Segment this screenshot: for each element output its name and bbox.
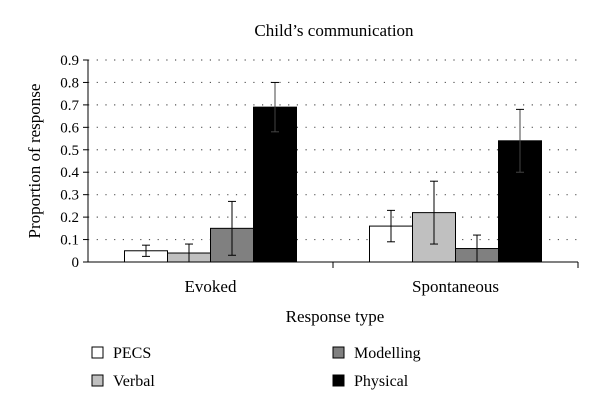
chart-title: Child’s communication bbox=[254, 21, 414, 40]
y-tick-label: 0 bbox=[72, 255, 80, 271]
y-tick-label: 0.8 bbox=[60, 75, 79, 91]
x-tick-label: Evoked bbox=[185, 277, 237, 296]
x-tick-label: Spontaneous bbox=[412, 277, 499, 296]
legend-label: Modelling bbox=[354, 345, 421, 362]
legend-swatch bbox=[332, 374, 345, 387]
bar bbox=[253, 106, 297, 263]
legend-swatch bbox=[91, 374, 104, 387]
bars bbox=[124, 106, 542, 263]
axes bbox=[83, 59, 579, 268]
y-tick-label: 0.1 bbox=[60, 233, 79, 249]
y-tick-label: 0.6 bbox=[60, 120, 79, 136]
legend-label: PECS bbox=[113, 345, 151, 362]
x-tick-labels: Evoked Spontaneous bbox=[185, 277, 499, 296]
y-tick-label: 0.5 bbox=[60, 143, 79, 159]
x-axis-label: Response type bbox=[286, 307, 385, 326]
legend-label: Physical bbox=[354, 373, 409, 390]
legend-label: Verbal bbox=[113, 373, 155, 390]
y-tick-label: 0.7 bbox=[60, 98, 79, 114]
y-tick-labels: 0 0.1 0.2 0.3 0.4 0.5 0.6 0.7 0.8 0.9 bbox=[60, 53, 79, 271]
y-tick-label: 0.3 bbox=[60, 188, 79, 204]
y-axis-label: Proportion of response bbox=[25, 84, 44, 239]
y-tick-label: 0.4 bbox=[60, 165, 79, 181]
legend: PECS Verbal Modelling Physical bbox=[91, 345, 421, 390]
legend-swatch bbox=[91, 346, 104, 359]
y-tick-label: 0.9 bbox=[60, 53, 79, 69]
legend-swatch bbox=[332, 346, 345, 359]
y-tick-label: 0.2 bbox=[60, 210, 79, 226]
error-bars bbox=[142, 81, 524, 263]
